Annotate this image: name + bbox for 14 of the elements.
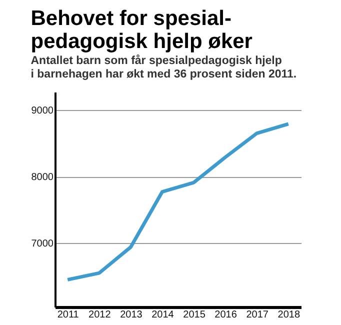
x-tick-label: 2017 <box>246 310 269 320</box>
y-tick-label: 7000 <box>31 238 54 250</box>
y-tick-label: 9000 <box>31 105 54 116</box>
line-series <box>66 122 290 282</box>
x-tick-label: 2015 <box>183 310 206 320</box>
x-tick-label: 2013 <box>120 310 143 320</box>
x-tick-label: 2014 <box>152 310 174 320</box>
x-tick-label: 2016 <box>214 310 238 320</box>
y-tick-label: 8000 <box>31 172 54 184</box>
x-tick-label: 2011 <box>57 310 80 320</box>
chart-title: Behovet for spesial- pedagogisk hjelp øker <box>30 7 252 53</box>
x-tick-label: 2018 <box>278 310 300 320</box>
x-tick-label: 2012 <box>88 310 112 320</box>
chart-subtitle: Antallet barn som får spesialpedagogisk hjelp i barnehagen har økt med 36 prosent siden 2011. <box>30 54 297 80</box>
